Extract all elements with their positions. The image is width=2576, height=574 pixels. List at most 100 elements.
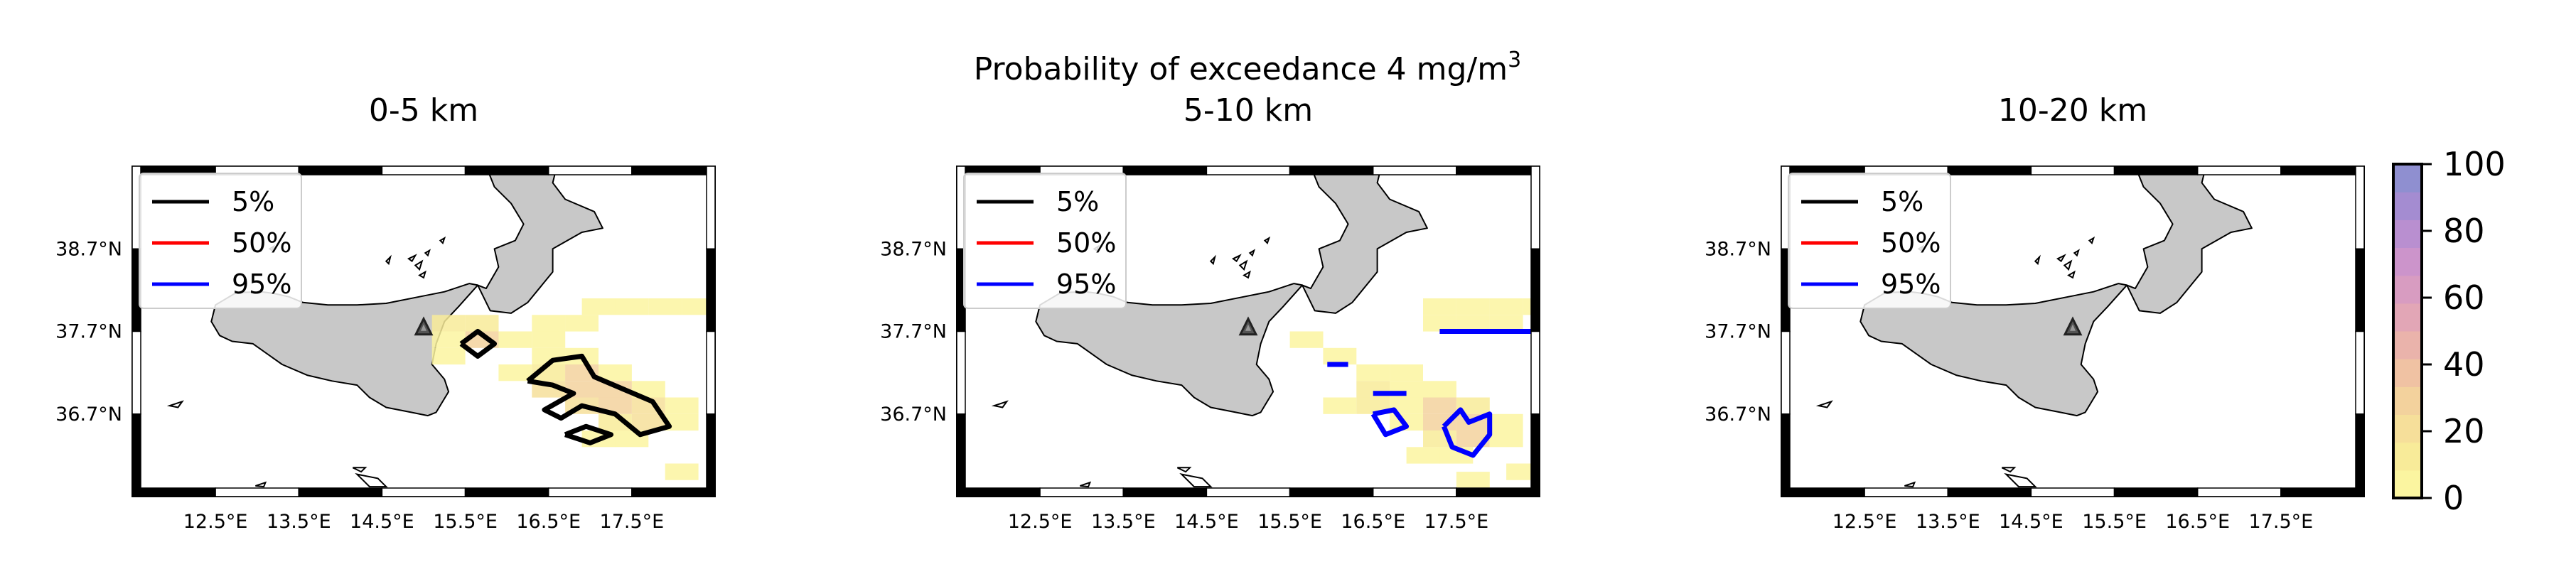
island bbox=[1080, 481, 1092, 488]
map-frame bbox=[132, 166, 716, 497]
island bbox=[1238, 259, 1248, 271]
colorbar-tick-label: 80 bbox=[2443, 212, 2485, 250]
heatmap-cell bbox=[1456, 397, 1490, 414]
heatmap-cell bbox=[631, 413, 665, 431]
colorbar-segment bbox=[2393, 331, 2422, 359]
legend: 5% 50% 95% bbox=[1788, 173, 1951, 309]
heatmap-cell bbox=[431, 331, 466, 348]
contour-5pct bbox=[526, 353, 672, 438]
island bbox=[1231, 254, 1242, 263]
heatmap-cell bbox=[1423, 315, 1456, 332]
heatmap-cell bbox=[1390, 364, 1423, 381]
island bbox=[2073, 249, 2080, 257]
heatmap-cell bbox=[615, 298, 649, 315]
contour-95pct bbox=[1442, 407, 1493, 458]
island bbox=[2063, 259, 2073, 271]
y-tick-label: 38.7°N bbox=[880, 238, 947, 260]
x-tick-label: 15.5°E bbox=[1257, 511, 1322, 533]
heatmap-cell bbox=[665, 463, 699, 480]
colorbar-tick-label: 100 bbox=[2443, 145, 2506, 183]
island bbox=[166, 400, 184, 408]
heatmap-cell bbox=[648, 298, 682, 315]
y-tick-label: 38.7°N bbox=[1705, 238, 1771, 260]
island bbox=[1904, 481, 1916, 488]
island bbox=[2067, 270, 2076, 279]
heatmap-cell bbox=[1406, 447, 1440, 464]
colorbar-segment bbox=[2393, 442, 2422, 471]
x-tick-label: 12.5°E bbox=[1008, 511, 1073, 533]
heatmap-cell bbox=[1289, 331, 1324, 348]
heatmap-cell bbox=[1489, 298, 1523, 315]
calabria-landmass bbox=[2126, 166, 2253, 314]
x-tick-label: 15.5°E bbox=[2082, 511, 2147, 533]
heatmap-cell bbox=[532, 331, 566, 348]
y-tick-label: 36.7°N bbox=[55, 404, 122, 426]
map-frame bbox=[956, 166, 1540, 497]
colorbar: 0 20 40 60 80 100 bbox=[2392, 145, 2506, 517]
subplot-title-1: 5-10 km bbox=[1184, 92, 1313, 129]
island bbox=[2034, 254, 2041, 266]
heatmap-cell bbox=[498, 331, 532, 348]
heatmap-cell bbox=[1423, 381, 1456, 398]
y-tick-label: 37.7°N bbox=[1705, 321, 1771, 343]
colorbar-tick-label: 60 bbox=[2443, 278, 2485, 317]
island bbox=[1263, 236, 1271, 244]
colorbar-frame bbox=[2392, 163, 2423, 499]
x-tick-label: 14.5°E bbox=[350, 511, 414, 533]
island bbox=[1176, 467, 1192, 473]
volcano-marker-inner bbox=[2070, 324, 2076, 331]
calabria-landmass bbox=[477, 166, 603, 314]
island bbox=[439, 236, 446, 244]
colorbar-segment bbox=[2393, 192, 2422, 220]
heatmap-cell bbox=[565, 315, 599, 332]
island bbox=[1209, 254, 1216, 266]
volcano-marker-inner bbox=[421, 324, 426, 331]
y-tick-label: 36.7°N bbox=[1705, 404, 1771, 426]
heatmap-cell bbox=[498, 364, 532, 381]
legend-label: 95% bbox=[232, 269, 291, 300]
y-tick-label: 37.7°N bbox=[880, 321, 947, 343]
heatmap-cell bbox=[1390, 397, 1423, 414]
x-tick-label: 16.5°E bbox=[2165, 511, 2230, 533]
heatmap-cell bbox=[1489, 430, 1523, 448]
x-tick-label: 13.5°E bbox=[267, 511, 331, 533]
legend-label: 5% bbox=[232, 186, 274, 217]
legend-label: 50% bbox=[1056, 227, 1116, 259]
colorbar-segment bbox=[2393, 247, 2422, 276]
colorbar-tick-label: 40 bbox=[2443, 345, 2485, 384]
island bbox=[418, 270, 426, 279]
legend-box bbox=[139, 173, 302, 309]
map-panel-10-20km: 12.5°E 13.5°E 14.5°E 15.5°E 16.5°E 17.5°E 38.7… bbox=[1705, 166, 2365, 533]
heatmap-cell bbox=[1456, 315, 1490, 332]
heatmap-cell bbox=[1323, 397, 1357, 414]
island bbox=[2004, 472, 2037, 488]
y-tick-label: 37.7°N bbox=[55, 321, 122, 343]
legend-label: 50% bbox=[1881, 227, 1941, 259]
island bbox=[385, 254, 392, 266]
map-panel-5-10km: 12.5°E 13.5°E 14.5°E 15.5°E 16.5°E 17.5°E 38.7… bbox=[880, 166, 1540, 533]
legend-label: 50% bbox=[232, 227, 291, 259]
contour-95pct bbox=[1370, 407, 1410, 438]
heatmap-cell bbox=[1489, 413, 1523, 431]
heatmap-cell bbox=[465, 315, 499, 332]
heatmap-cell bbox=[431, 315, 466, 332]
heatmap-cell bbox=[599, 364, 632, 381]
legend-label: 95% bbox=[1881, 269, 1941, 300]
heatmap-cell bbox=[1423, 397, 1456, 414]
map-content bbox=[1815, 166, 2253, 488]
contour-5pct bbox=[564, 423, 614, 445]
island bbox=[424, 249, 431, 257]
heatmap-cell bbox=[1489, 315, 1523, 332]
legend-label: 5% bbox=[1881, 186, 1923, 217]
island bbox=[991, 400, 1009, 408]
island bbox=[1815, 400, 1833, 408]
island bbox=[1248, 249, 1255, 257]
colorbar-segment bbox=[2393, 470, 2422, 499]
figure-suptitle: Probability of exceedance 4 mg/m3 bbox=[974, 48, 1521, 87]
x-tick-label: 13.5°E bbox=[1916, 511, 1980, 533]
x-tick-label: 13.5°E bbox=[1091, 511, 1156, 533]
island bbox=[1243, 270, 1251, 279]
colorbar-segment bbox=[2393, 275, 2422, 304]
legend-label: 95% bbox=[1056, 269, 1116, 300]
